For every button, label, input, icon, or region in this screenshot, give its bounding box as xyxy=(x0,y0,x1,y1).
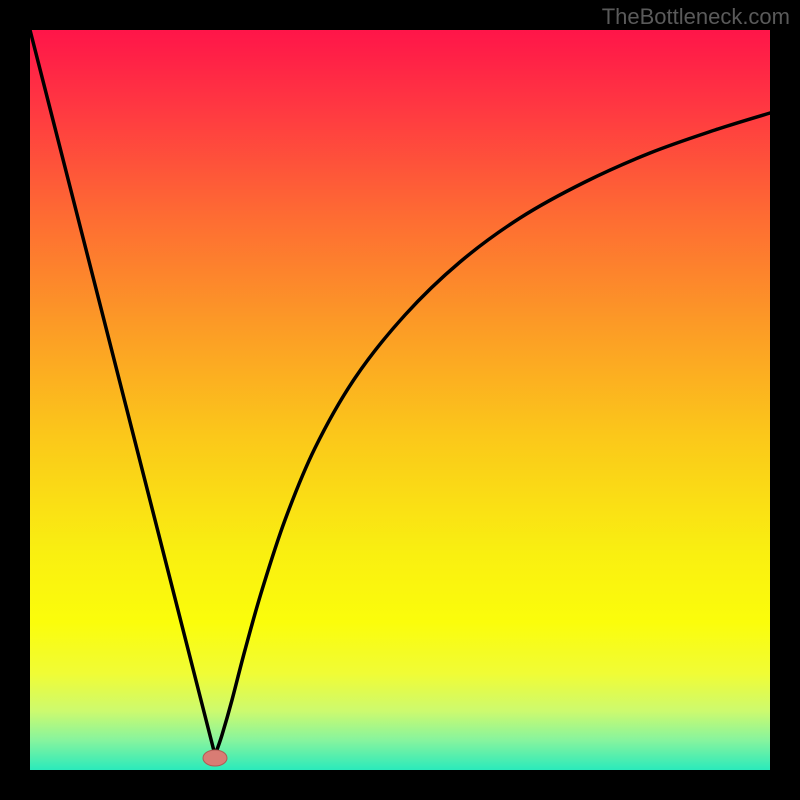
chart-frame: TheBottleneck.com xyxy=(0,0,800,800)
plot-background xyxy=(30,30,770,770)
optimum-marker xyxy=(203,750,227,766)
watermark-text: TheBottleneck.com xyxy=(602,4,790,30)
bottleneck-chart xyxy=(0,0,800,800)
